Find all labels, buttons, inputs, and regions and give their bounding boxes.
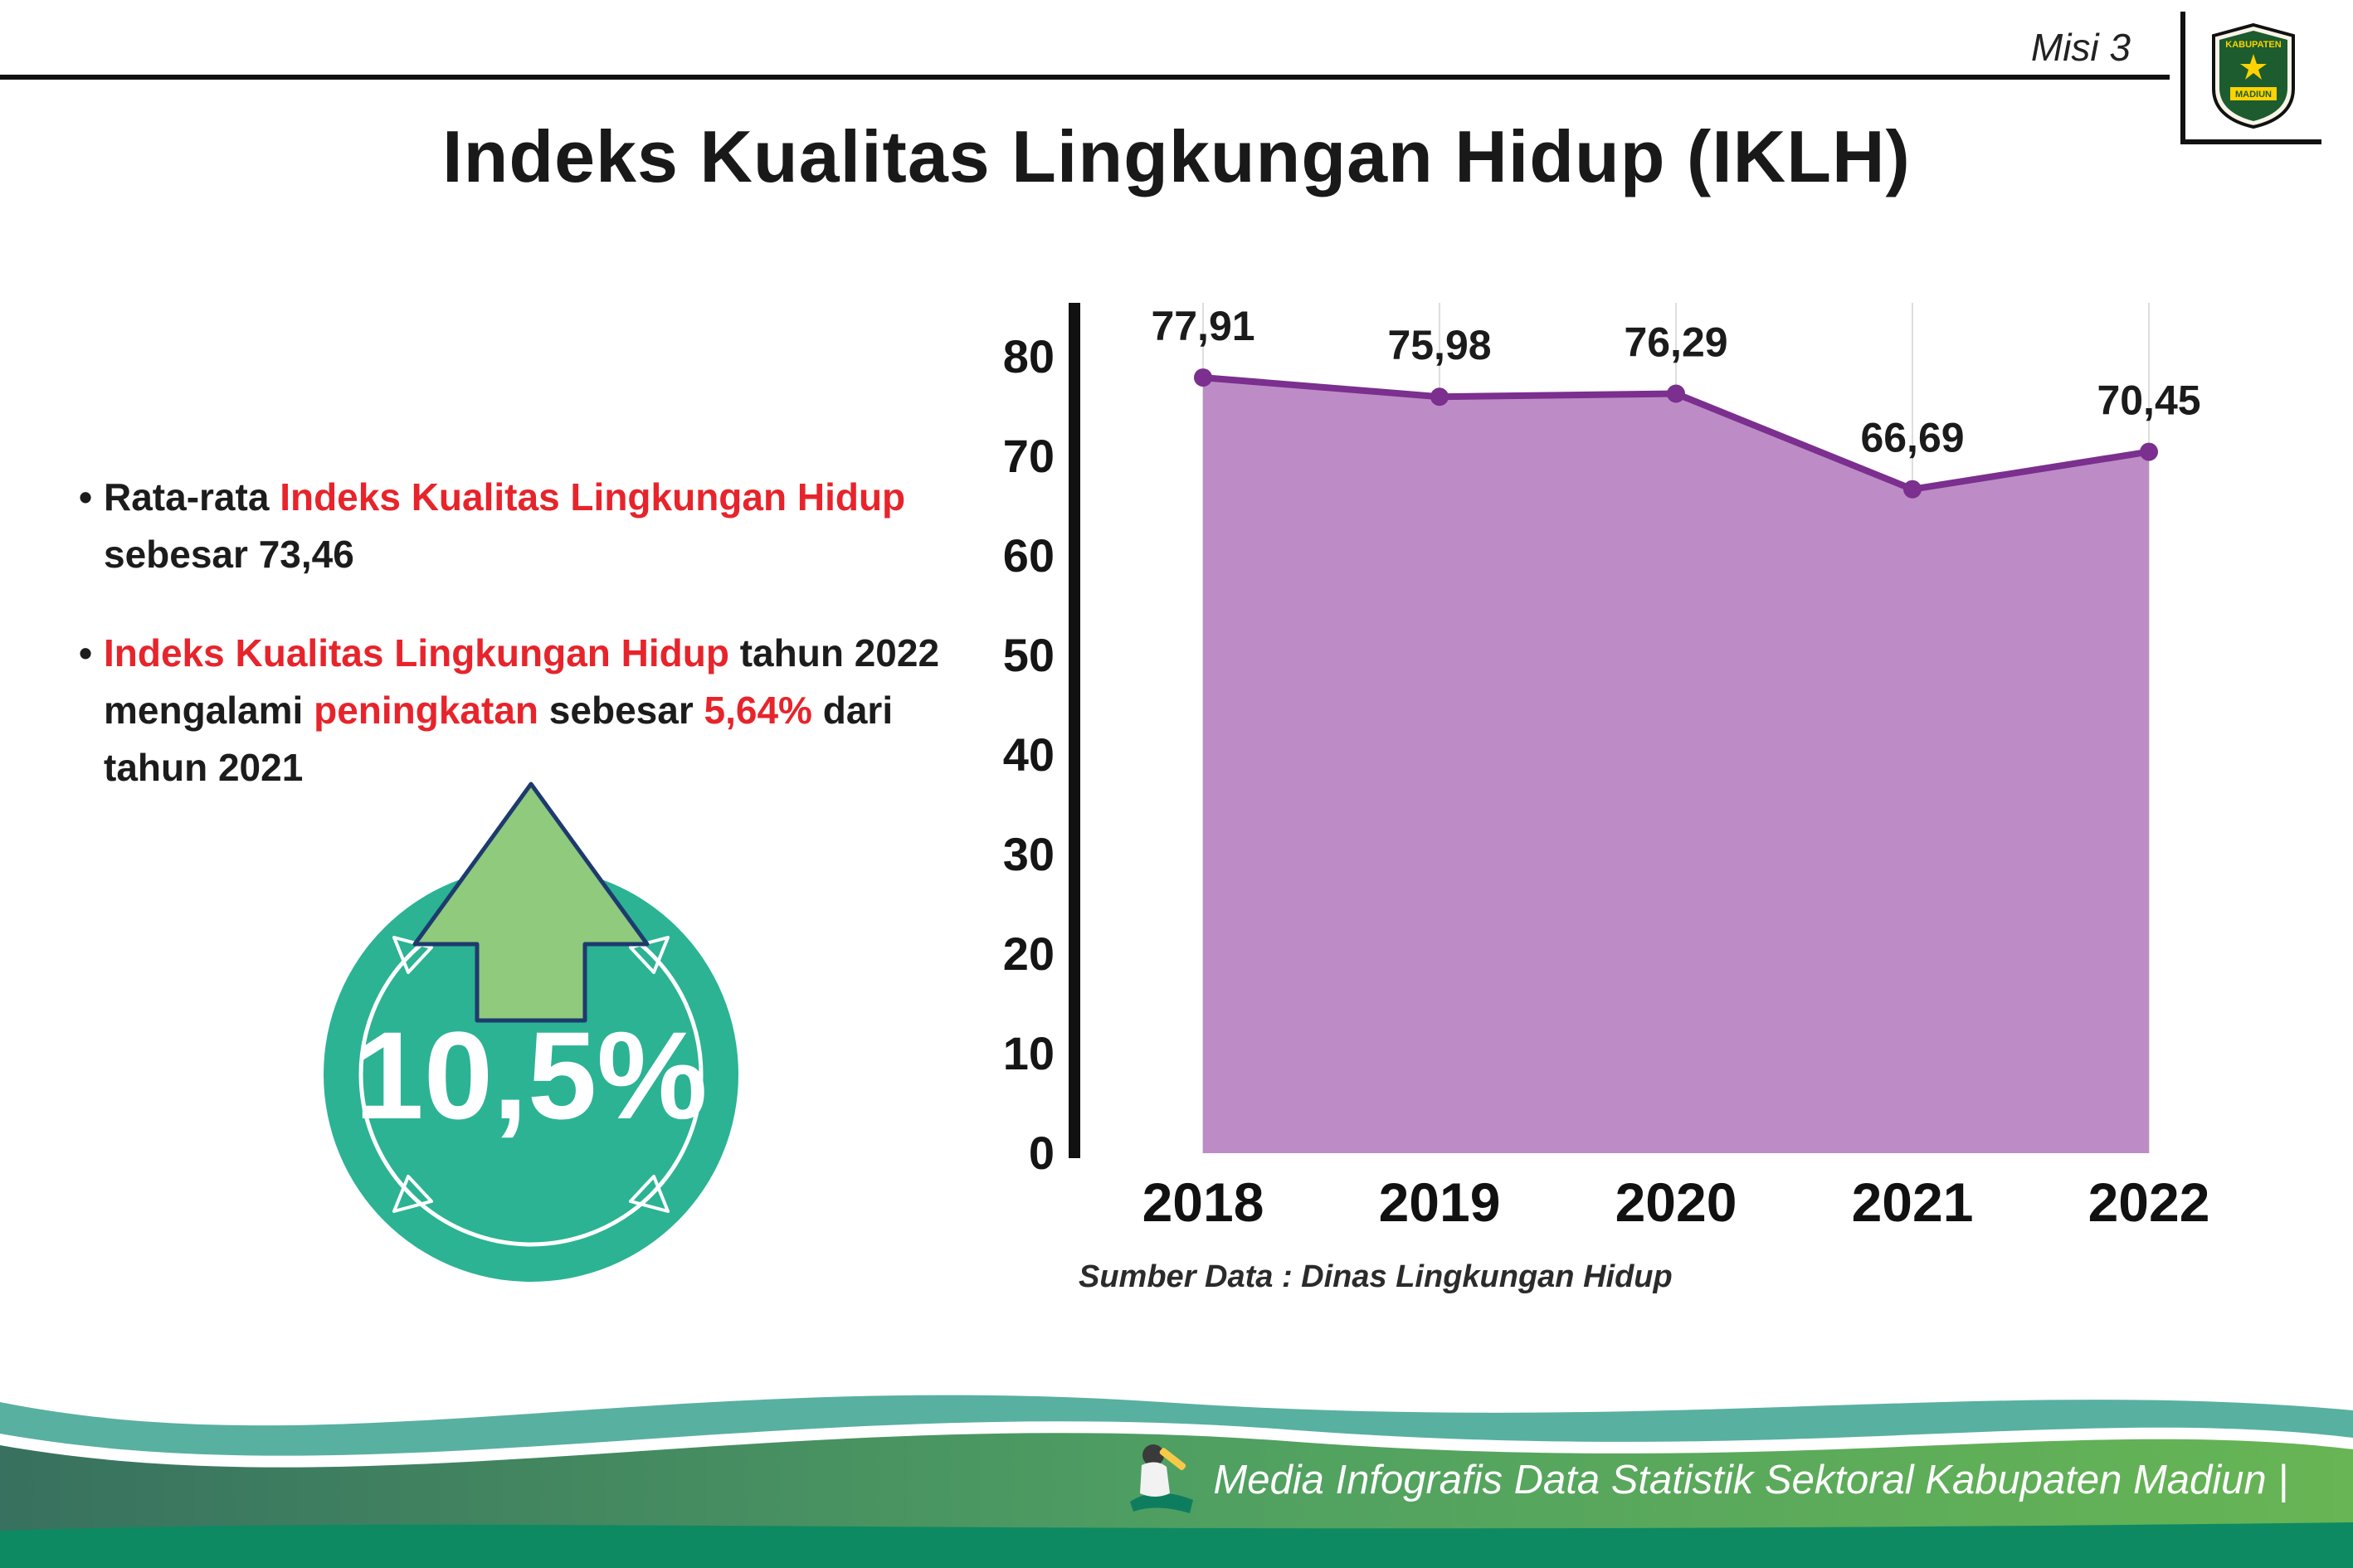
svg-text:2020: 2020 bbox=[1615, 1171, 1737, 1233]
svg-text:77,91: 77,91 bbox=[1151, 303, 1254, 349]
svg-text:2021: 2021 bbox=[1852, 1171, 1974, 1233]
logo-top-text: KABUPATEN bbox=[2225, 40, 2281, 50]
svg-text:75,98: 75,98 bbox=[1387, 322, 1491, 368]
svg-text:30: 30 bbox=[1003, 828, 1055, 880]
svg-text:66,69: 66,69 bbox=[1860, 415, 1964, 461]
svg-text:2018: 2018 bbox=[1142, 1171, 1264, 1233]
bullet-increase: Indeks Kualitas Lingkungan Hidup tahun 2… bbox=[79, 625, 987, 796]
svg-text:10: 10 bbox=[1003, 1027, 1055, 1079]
svg-text:50: 50 bbox=[1003, 629, 1055, 681]
badge-value: 10,5% bbox=[354, 1006, 707, 1145]
footer-wave bbox=[0, 1395, 2353, 1568]
logo-star-icon bbox=[2240, 54, 2267, 80]
bullet-average: Rata-rata Indeks Kualitas Lingkungan Hid… bbox=[79, 469, 987, 583]
ring-arrow-icon bbox=[629, 1175, 670, 1213]
bullet-text-segment: tahun 2022 mengalami bbox=[104, 631, 940, 732]
chart-source: Sumber Data : Dinas Lingkungan Hidup bbox=[1079, 1259, 1673, 1294]
badge-circle bbox=[324, 867, 738, 1282]
logo-bottom-text: MADIUN bbox=[2235, 90, 2272, 100]
bullet-text-segment: sebesar bbox=[538, 689, 704, 732]
bullet-text-segment: 5,64% bbox=[704, 689, 812, 732]
bullet-text-segment: dari tahun 2021 bbox=[104, 689, 894, 789]
svg-text:2019: 2019 bbox=[1379, 1171, 1501, 1233]
svg-text:0: 0 bbox=[1029, 1127, 1055, 1179]
iklh-area-chart: 77,91 75,98 76,29 66,69 70,45 0 10 20 30 40 50 60 70… bbox=[1003, 303, 2210, 1233]
increase-arrow-icon bbox=[412, 782, 650, 1023]
svg-text:70,45: 70,45 bbox=[2097, 377, 2200, 424]
svg-text:80: 80 bbox=[1003, 330, 1055, 382]
bullet-text-segment: Rata-rata bbox=[104, 475, 280, 519]
svg-text:60: 60 bbox=[1003, 529, 1055, 582]
svg-text:70: 70 bbox=[1003, 430, 1055, 482]
mascot-icon bbox=[1130, 1444, 1193, 1513]
svg-text:2022: 2022 bbox=[2088, 1171, 2210, 1233]
bullet-text-segment: peningkatan bbox=[314, 689, 539, 732]
svg-text:76,29: 76,29 bbox=[1624, 319, 1727, 366]
header-rule bbox=[0, 75, 2170, 80]
ring-arrow-icon bbox=[392, 1175, 433, 1213]
bullet-text-segment: sebesar 73,46 bbox=[104, 533, 354, 576]
bullet-text-segment: Indeks Kualitas Lingkungan Hidup bbox=[104, 631, 729, 674]
footer-credit: Media Infografis Data Statistik Sektoral… bbox=[1213, 1458, 2288, 1502]
misi-label: Misi 3 bbox=[2030, 26, 2131, 69]
summary-bullets: Rata-rata Indeks Kualitas Lingkungan Hid… bbox=[79, 469, 987, 838]
logo-frame: KABUPATEN MADIUN bbox=[2180, 12, 2321, 144]
ring-arrow-icon bbox=[392, 936, 433, 974]
increase-badge: 10,5% bbox=[324, 782, 738, 1282]
page-title: Indeks Kualitas Lingkungan Hidup (IKLH) bbox=[442, 115, 1911, 197]
kabupaten-madiun-logo: KABUPATEN MADIUN bbox=[2212, 22, 2295, 129]
bullet-text-segment: Indeks Kualitas Lingkungan Hidup bbox=[280, 475, 906, 519]
svg-text:20: 20 bbox=[1003, 928, 1055, 980]
ring-arrow-icon bbox=[629, 936, 670, 974]
svg-text:40: 40 bbox=[1003, 728, 1055, 781]
